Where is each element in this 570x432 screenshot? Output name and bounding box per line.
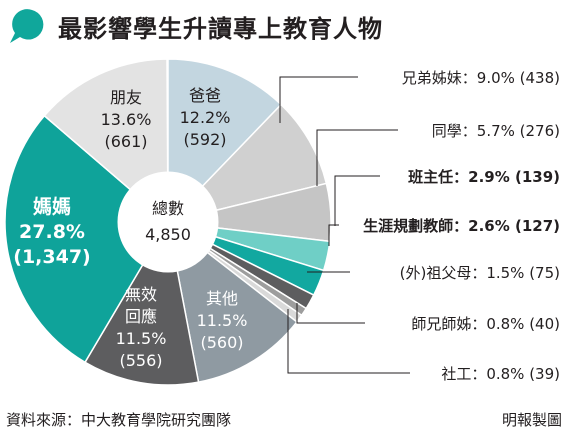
leader-line-7 xyxy=(287,309,410,374)
leader-line-3 xyxy=(334,175,380,226)
slice-label-5: (外)祖父母：1.5% (75) xyxy=(400,264,560,282)
pie-chart: 爸爸 12.2% (592) 兄弟姊妹：9.0% (438) 同學：5.7% (276)… xyxy=(4,58,560,386)
slice-label-6: 師兄師姊：0.8% (40) xyxy=(411,315,560,333)
chart-title: 最影響學生升讀專上教育人物 xyxy=(58,14,383,43)
title-bar: 最影響學生升讀專上教育人物 xyxy=(0,0,570,50)
source-note: 資料來源：中大教育學院研究團隊 xyxy=(6,411,232,429)
slice-label-1: 兄弟姊妹：9.0% (438) xyxy=(402,69,560,87)
total-value: 4,850 xyxy=(145,225,191,244)
leader-line-1 xyxy=(279,76,358,123)
pie-slice-10 xyxy=(4,114,169,364)
slice-label-0: 爸爸 12.2% (592) xyxy=(180,86,231,149)
slice-label-9: 無效回應 11.5% (556) xyxy=(116,285,167,370)
leader-line-2 xyxy=(316,129,398,186)
slice-labels: 爸爸 12.2% (592) 兄弟姊妹：9.0% (438) 同學：5.7% (276)… xyxy=(13,69,560,383)
leader-line-4 xyxy=(328,224,339,246)
slice-label-3: 班主任：2.9% (139) xyxy=(408,168,560,186)
slice-label-7: 社工：0.8% (39) xyxy=(441,365,560,383)
center-total: 總數 4,850 xyxy=(117,171,219,273)
slice-label-2: 同學：5.7% (276) xyxy=(432,122,560,140)
slice-label-8: 其他 11.5% (560) xyxy=(197,289,248,352)
slice-label-11: 朋友 13.6% (661) xyxy=(101,88,152,151)
pie-slice-8 xyxy=(166,220,298,383)
slice-label-10: 媽媽 27.8% (1,347) xyxy=(13,195,90,268)
slice-label-4: 生涯規劃教師：2.6% (127) xyxy=(363,217,560,235)
leader-lines xyxy=(279,76,410,374)
speech-bubble-icon xyxy=(10,9,44,43)
center-circle xyxy=(117,171,219,273)
leader-line-6 xyxy=(296,303,365,324)
credit-note: 明報製圖 xyxy=(501,411,562,429)
pie-slice-11 xyxy=(43,58,169,224)
total-label: 總數 xyxy=(152,199,184,218)
